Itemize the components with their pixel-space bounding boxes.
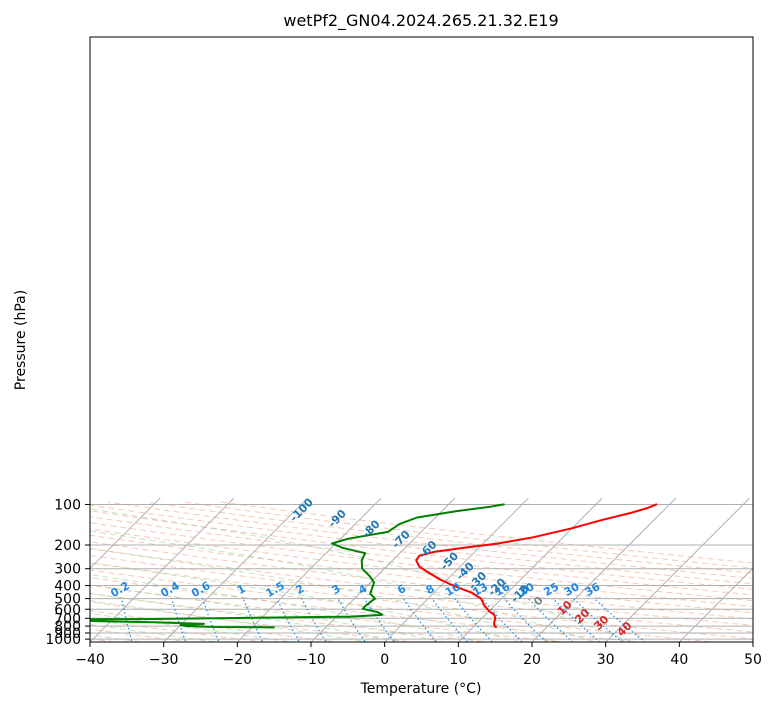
height-label: -100 xyxy=(287,496,316,525)
temperature-profile xyxy=(415,503,658,629)
mixing-ratio-line xyxy=(202,598,220,642)
y-tick-label: 100 xyxy=(54,497,81,513)
y-tick-label: 300 xyxy=(54,562,81,578)
y-tick-label: 400 xyxy=(54,579,81,595)
height-label: -60 xyxy=(416,538,439,561)
mixing-ratio-line xyxy=(454,598,494,642)
dry-adiabat xyxy=(90,592,493,642)
background-lines xyxy=(0,497,753,644)
moist-adiabat xyxy=(90,612,294,642)
mixing-ratio-label: 8 xyxy=(424,582,437,597)
dry-adiabat xyxy=(90,562,753,640)
y-tick-label: 500 xyxy=(54,592,81,608)
moist-adiabat xyxy=(90,530,597,642)
isotherm-line xyxy=(678,567,753,642)
x-tick-label: 50 xyxy=(744,652,762,668)
dry-adiabat xyxy=(90,619,268,642)
mixing-ratio-line xyxy=(276,598,300,642)
isotherm-line xyxy=(0,498,13,644)
mixing-ratio-line xyxy=(121,598,133,642)
x-axis-ticks: −40 −30 −20 −10 0 10 20 30 40 50 xyxy=(75,642,762,668)
dry-adiabat xyxy=(90,510,753,590)
mixing-ratio-line xyxy=(402,598,438,642)
mixing-ratio-line xyxy=(242,598,264,642)
chart-title: wetPf2_GN04.2024.265.21.32.E19 xyxy=(283,11,558,31)
dry-adiabat xyxy=(90,554,753,633)
x-tick-label: 10 xyxy=(449,652,467,668)
x-tick-label: −30 xyxy=(149,652,179,668)
mixing-ratio-line xyxy=(171,598,187,642)
y-tick-label: 800 xyxy=(54,619,81,635)
isotherm-line xyxy=(531,497,677,642)
dry-adiabat xyxy=(183,501,753,569)
x-tick-label: −10 xyxy=(296,652,326,668)
isotherms xyxy=(0,497,753,644)
y-tick-label: 200 xyxy=(54,538,81,554)
y-tick-label: 1000 xyxy=(45,632,81,648)
isotherm-line xyxy=(162,497,308,642)
profiles xyxy=(90,503,658,629)
x-tick-label: 40 xyxy=(670,652,688,668)
isotherm-line xyxy=(457,497,603,642)
mixing-ratio-label: 1 xyxy=(235,582,248,597)
dry-adiabat xyxy=(90,548,753,626)
dry-adiabat xyxy=(90,569,717,642)
isotherm-line xyxy=(236,497,382,642)
x-tick-label: −40 xyxy=(75,652,105,668)
isotherm-line xyxy=(90,497,161,570)
mixing-ratio-label: 3 xyxy=(330,582,343,597)
height-label: 0 xyxy=(531,594,546,609)
plot-frame xyxy=(89,36,754,643)
dry-adiabat xyxy=(145,501,753,574)
dry-adiabat xyxy=(90,528,753,608)
mixing-ratio-line xyxy=(527,598,574,642)
mixing-ratio-line xyxy=(481,598,523,642)
x-axis-label: Temperature (°C) xyxy=(360,681,482,697)
moist-adiabat xyxy=(90,574,484,642)
mixing-ratio-line xyxy=(431,598,469,642)
mixing-ratio-line xyxy=(503,598,548,642)
dry-adiabats xyxy=(90,501,753,642)
y-tick-label: 700 xyxy=(54,611,81,627)
y-axis-label: Pressure (hPa) xyxy=(13,290,29,390)
isotherm-line xyxy=(310,497,456,642)
x-tick-label: −20 xyxy=(223,652,253,668)
dry-adiabat xyxy=(107,501,753,579)
dry-adiabat xyxy=(90,534,753,614)
y-tick-label: 600 xyxy=(54,602,81,618)
isotherm-line xyxy=(604,497,750,642)
dry-adiabat xyxy=(90,584,567,642)
isotherm-line xyxy=(752,641,753,642)
isotherm-line xyxy=(90,497,235,642)
moist-adiabat xyxy=(90,634,145,642)
mixing-ratio-line xyxy=(301,598,327,642)
x-tick-label: 20 xyxy=(523,652,541,668)
x-tick-label: 0 xyxy=(380,652,389,668)
isotherm-line xyxy=(383,497,529,642)
y-tick-label: 900 xyxy=(54,626,81,642)
height-label: 30 xyxy=(591,613,611,633)
mixing-ratio-line xyxy=(552,598,601,642)
mixing-ratio-line xyxy=(593,598,647,642)
mixing-ratio-label: 25 xyxy=(541,580,561,599)
mixing-ratio-label: 1.5 xyxy=(264,579,287,600)
x-tick-label: 30 xyxy=(597,652,615,668)
dry-adiabat xyxy=(90,601,418,642)
height-label: 40 xyxy=(615,619,635,639)
dry-adiabat xyxy=(90,522,753,602)
dry-adiabat xyxy=(90,504,753,585)
dewpoint-profile xyxy=(90,503,505,629)
mixing-ratio-line xyxy=(573,598,624,642)
